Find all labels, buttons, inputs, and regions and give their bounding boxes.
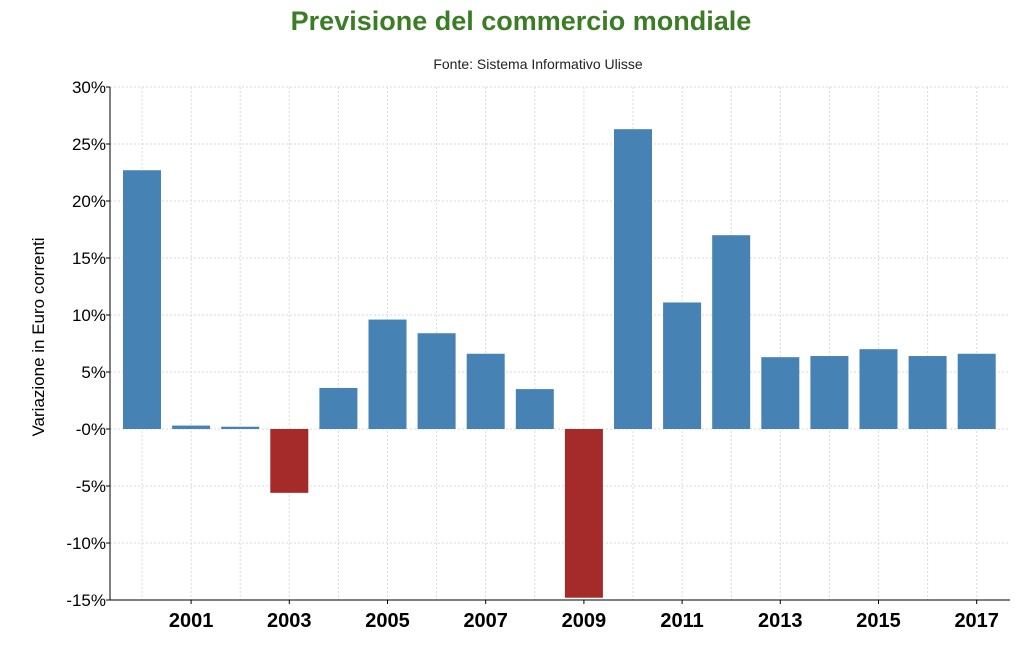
- y-tick-label: -5%: [76, 477, 106, 496]
- y-axis-label: Variazione in Euro correnti: [29, 237, 48, 436]
- x-tick-label: 2013: [758, 610, 803, 632]
- bar-2013: [761, 357, 800, 429]
- y-tick-label: 5%: [81, 363, 106, 382]
- x-tick-label: 2015: [856, 610, 901, 632]
- x-tick-label: 2011: [660, 610, 703, 632]
- chart-title: Previsione del commercio mondiale: [290, 6, 752, 36]
- chart-subtitle: Fonte: Sistema Informativo Ulisse: [433, 56, 643, 72]
- bar-2007: [466, 353, 505, 429]
- bar-2005: [368, 319, 407, 429]
- bar-2004: [319, 387, 358, 429]
- bar-2009: [564, 429, 603, 598]
- x-tick-label: 2007: [463, 610, 508, 632]
- y-tick-label: 10%: [72, 306, 106, 325]
- y-tick-label: 30%: [72, 78, 106, 97]
- y-axis-ticks: 30% 25% 20% 15% 10% 5% -0% -5% -10% -15%: [66, 78, 110, 610]
- x-tick-label: 2017: [954, 610, 999, 632]
- bar-2006: [417, 333, 456, 429]
- bar-2014: [810, 356, 849, 429]
- bar-2008: [515, 389, 554, 429]
- y-tick-label: -15%: [66, 591, 106, 610]
- y-tick-label: 25%: [72, 135, 106, 154]
- bar-2016: [908, 356, 947, 429]
- x-tick-label: 2001: [169, 610, 214, 632]
- y-tick-label: -0%: [76, 420, 106, 439]
- y-tick-label: 20%: [72, 192, 106, 211]
- grid-lines: [110, 86, 1010, 601]
- bar-2012: [712, 235, 751, 429]
- bar-2011: [663, 302, 702, 429]
- bar-2003: [270, 429, 309, 493]
- bar-2002: [221, 426, 260, 429]
- bar-2010: [614, 129, 652, 429]
- y-tick-label: 15%: [72, 249, 106, 268]
- x-tick-label: 2009: [562, 610, 607, 632]
- bar-2015: [859, 349, 898, 429]
- bar-2001: [172, 425, 211, 429]
- bars: [123, 129, 996, 598]
- y-tick-label: -10%: [66, 534, 106, 553]
- x-tick-label: 2005: [365, 610, 410, 632]
- x-tick-label: 2003: [267, 610, 312, 632]
- x-axis-ticks: 2001 2003 2005 2007 2009 2011 2013 2015 2017: [169, 600, 999, 632]
- axes: [109, 87, 1010, 601]
- bar-2000: [123, 170, 161, 429]
- bar-2017: [957, 353, 996, 429]
